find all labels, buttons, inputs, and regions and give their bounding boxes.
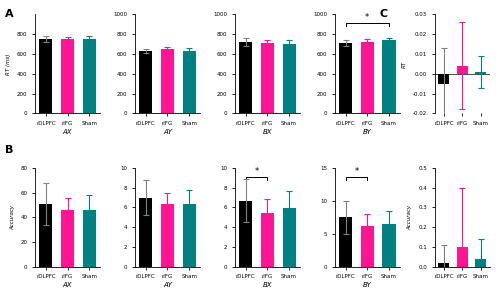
Text: B: B (5, 145, 14, 155)
Text: *: * (354, 167, 358, 176)
Bar (139, 197, 152, 267)
Bar (339, 43, 352, 113)
Text: A: A (5, 9, 14, 19)
Bar (282, 209, 296, 267)
Bar (261, 43, 274, 113)
Y-axis label: RT: RT (402, 60, 407, 68)
Y-axis label: Accuracy: Accuracy (408, 205, 412, 230)
Bar (239, 200, 252, 267)
X-axis label: AX: AX (63, 129, 72, 135)
Text: C: C (380, 9, 388, 19)
Text: *: * (254, 167, 258, 176)
Bar (382, 40, 396, 113)
Bar (475, 259, 486, 267)
Bar (438, 74, 450, 84)
Bar (361, 42, 374, 113)
Bar (182, 204, 196, 267)
Bar (139, 51, 152, 113)
Bar (83, 39, 96, 113)
Bar (61, 39, 74, 113)
X-axis label: BX: BX (262, 282, 272, 288)
Bar (475, 72, 486, 74)
Bar (361, 226, 374, 267)
Bar (457, 66, 468, 74)
X-axis label: BX: BX (262, 129, 272, 135)
Bar (161, 49, 174, 113)
Text: *: * (365, 13, 370, 22)
X-axis label: AY: AY (163, 129, 172, 135)
Bar (339, 217, 352, 267)
Bar (457, 247, 468, 267)
Bar (61, 210, 74, 267)
Bar (40, 204, 52, 267)
Bar (282, 44, 296, 113)
Bar (261, 213, 274, 267)
Bar (83, 210, 96, 267)
Bar (40, 39, 52, 113)
Bar (182, 51, 196, 113)
X-axis label: BY: BY (363, 129, 372, 135)
Y-axis label: Accuracy: Accuracy (10, 205, 15, 230)
Y-axis label: RT (ms): RT (ms) (6, 53, 12, 75)
Bar (239, 42, 252, 113)
X-axis label: BY: BY (363, 282, 372, 288)
Bar (161, 204, 174, 267)
Bar (382, 224, 396, 267)
Bar (438, 263, 450, 267)
X-axis label: AX: AX (63, 282, 72, 288)
X-axis label: AY: AY (163, 282, 172, 288)
